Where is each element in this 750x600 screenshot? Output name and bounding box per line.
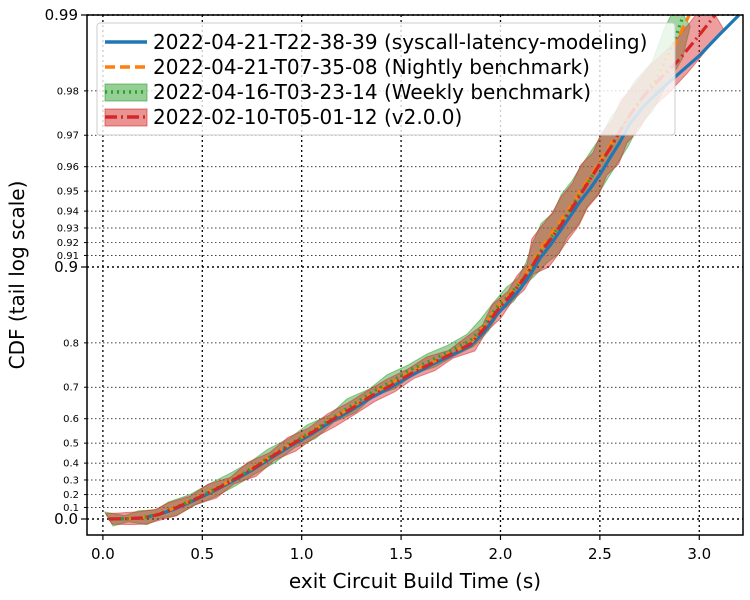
legend-box (96, 22, 676, 136)
legend-entry-2: 2022-04-21-T07-35-08 (Nightly benchmark) (105, 55, 590, 79)
x-tick-label: 2.0 (489, 545, 513, 563)
x-tick-label: 2.5 (588, 545, 612, 563)
x-tick-label: 1.5 (389, 545, 413, 563)
legend-entry-3: 2022-04-16-T03-23-14 (Weekly benchmark) (104, 80, 591, 104)
y-tick-label-major: 0.9 (54, 258, 78, 276)
y-axis-ticks: 0.0 0.9 0.99 0.1 0.2 0.3 0.4 0.5 0.6 0.7 0.8 0.91 0.… (45, 6, 87, 528)
legend-entry-1: 2022-04-21-T22-38-39 (syscall-latency-mo… (105, 30, 647, 54)
y-tick-label-minor: 0.4 (63, 459, 79, 470)
y-tick-label-minor: 0.96 (57, 162, 79, 173)
legend-label-4: 2022-02-10-T05-01-12 (v2.0.0) (153, 105, 462, 129)
series-group-3 (103, 15, 691, 527)
plot-frame (86, 14, 744, 536)
legend-label-3: 2022-04-16-T03-23-14 (Weekly benchmark) (153, 80, 591, 104)
y-tick-label-minor: 0.92 (57, 238, 79, 249)
y-tick-label-minor: 0.3 (63, 475, 79, 486)
y-tick-label-minor: 0.8 (63, 338, 79, 349)
x-tick-label: 1.0 (290, 545, 314, 563)
x-tick-label: 3.0 (687, 545, 711, 563)
y-tick-label-major: 0.99 (45, 6, 78, 24)
y-tick-label-minor: 0.5 (63, 439, 79, 450)
y-axis-label: CDF (tail log scale) (5, 181, 29, 370)
x-tick-label: 0.5 (190, 545, 214, 563)
legend-entry-4: 2022-02-10-T05-01-12 (v2.0.0) (104, 105, 462, 129)
y-tick-label-minor: 0.97 (57, 131, 79, 142)
x-axis-label: exit Circuit Build Time (s) (289, 569, 541, 593)
legend-label-2: 2022-04-21-T07-35-08 (Nightly benchmark) (153, 55, 590, 79)
confidence-band-3 (103, 15, 691, 527)
y-tick-label-major: 0.0 (54, 510, 78, 528)
y-tick-label-minor: 0.93 (57, 223, 79, 234)
y-tick-label-minor: 0.2 (63, 490, 79, 501)
legend: 2022-04-21-T22-38-39 (syscall-latency-mo… (96, 22, 676, 136)
y-tick-label-minor: 0.98 (57, 86, 79, 97)
legend-label-1: 2022-04-21-T22-38-39 (syscall-latency-mo… (153, 30, 647, 54)
y-tick-label-minor: 0.1 (63, 503, 79, 514)
series-line-4 (108, 15, 717, 521)
y-tick-label-minor: 0.6 (63, 414, 79, 425)
y-tick-label-minor: 0.95 (57, 187, 79, 198)
y-tick-label-minor: 0.94 (57, 207, 79, 218)
series-line-3 (108, 15, 685, 521)
x-axis-ticks: 0.0 0.5 1.0 1.5 2.0 2.5 3.0 (91, 535, 711, 563)
x-tick-label: 0.0 (91, 545, 115, 563)
y-tick-label-minor: 0.91 (57, 251, 79, 262)
y-tick-label-minor: 0.7 (63, 383, 79, 394)
